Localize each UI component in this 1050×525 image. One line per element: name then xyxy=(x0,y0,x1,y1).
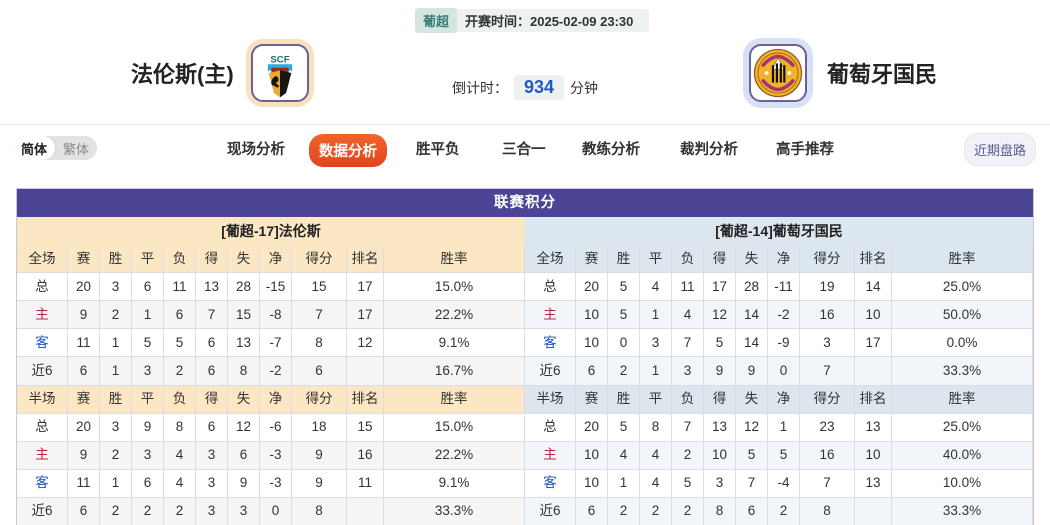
svg-text:SCF: SCF xyxy=(270,55,289,66)
